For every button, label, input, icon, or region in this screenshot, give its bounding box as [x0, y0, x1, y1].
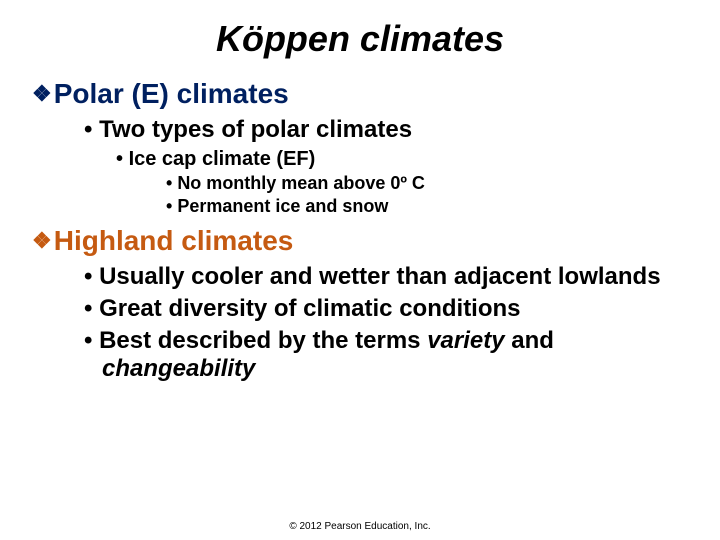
- copyright-text: © 2012 Pearson Education, Inc.: [0, 521, 720, 532]
- list-item: Two types of polar climates: [84, 116, 684, 144]
- section-heading-text: Polar (E) climates: [54, 78, 289, 110]
- list-item: Best described by the terms variety and …: [84, 327, 684, 383]
- slide-content: Köppen climates ❖ Polar (E) climates Two…: [0, 0, 720, 383]
- list-item: Ice cap climate (EF): [116, 148, 684, 171]
- list-item: Usually cooler and wetter than adjacent …: [84, 263, 684, 291]
- list-item: No monthly mean above 0º C: [166, 173, 684, 194]
- section-heading-highland: ❖ Highland climates: [36, 225, 684, 257]
- slide-title: Köppen climates: [36, 18, 684, 60]
- list-item: Great diversity of climatic conditions: [84, 295, 684, 323]
- section-heading-polar: ❖ Polar (E) climates: [36, 78, 684, 110]
- diamond-bullet-icon: ❖: [32, 81, 52, 107]
- diamond-bullet-icon: ❖: [32, 228, 52, 254]
- section-heading-text: Highland climates: [54, 225, 294, 257]
- list-item: Permanent ice and snow: [166, 196, 684, 217]
